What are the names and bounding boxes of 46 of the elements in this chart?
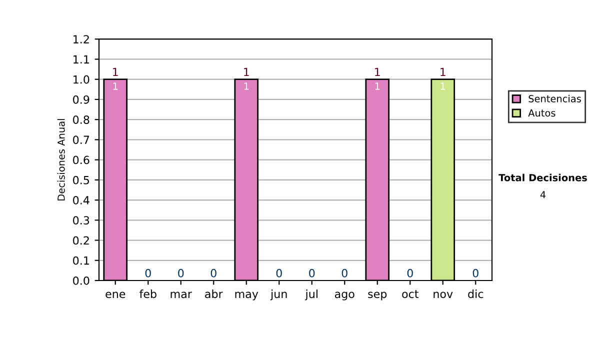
text: 0.4	[73, 196, 90, 204]
text: 0.2	[73, 236, 89, 245]
legend-label: Sentencias	[528, 94, 581, 102]
text: 1.0	[74, 75, 90, 84]
x-tick-label: oct	[402, 290, 418, 298]
text: 1.2	[74, 35, 89, 44]
x-tick-label: ago	[334, 292, 354, 300]
text: 0.8	[73, 116, 90, 124]
x-tick-label: jun	[270, 290, 287, 300]
x-tick-label: nov	[434, 292, 453, 298]
text: 0.0	[73, 276, 90, 285]
total-label: 0	[178, 268, 184, 278]
x-tick-label: dic	[468, 290, 484, 298]
data-label: 1	[375, 82, 380, 90]
data-label: 1	[244, 82, 249, 90]
data-label: 1	[113, 82, 118, 90]
total-label: 1	[375, 68, 380, 76]
total-label: 0	[210, 268, 216, 278]
total-label: 0	[342, 268, 348, 278]
text: 0.5	[73, 176, 89, 184]
legend-label: Autos	[528, 109, 556, 117]
total-label: 1	[440, 68, 446, 76]
text: 0.3	[73, 216, 90, 225]
y-axis-title: Decisiones Anual	[57, 119, 65, 200]
total-label: 0	[309, 268, 315, 278]
text: 0.9	[73, 95, 90, 104]
x-tick-label: mar	[170, 292, 192, 298]
x-tick-label: feb	[139, 290, 156, 298]
data-label: 1	[440, 82, 446, 90]
text: 1.1	[74, 55, 89, 64]
x-tick-label: ene	[106, 292, 126, 298]
total-label: 0	[472, 268, 478, 278]
text: 0.6	[73, 156, 90, 164]
text: 0.7	[73, 136, 90, 144]
x-tick-label: jul	[305, 290, 318, 300]
x-tick-label: abr	[205, 290, 223, 298]
text: 4	[540, 191, 546, 198]
text: 0.1	[73, 256, 89, 265]
x-tick-label: may	[235, 292, 258, 300]
total-label: 0	[145, 268, 151, 278]
x-tick-label: sep	[368, 292, 387, 300]
total-label: 1	[244, 68, 249, 76]
total-label: 0	[407, 268, 413, 278]
total-label: 1	[113, 68, 118, 76]
text: Total Decisiones	[498, 174, 587, 182]
total-label: 0	[276, 268, 282, 278]
